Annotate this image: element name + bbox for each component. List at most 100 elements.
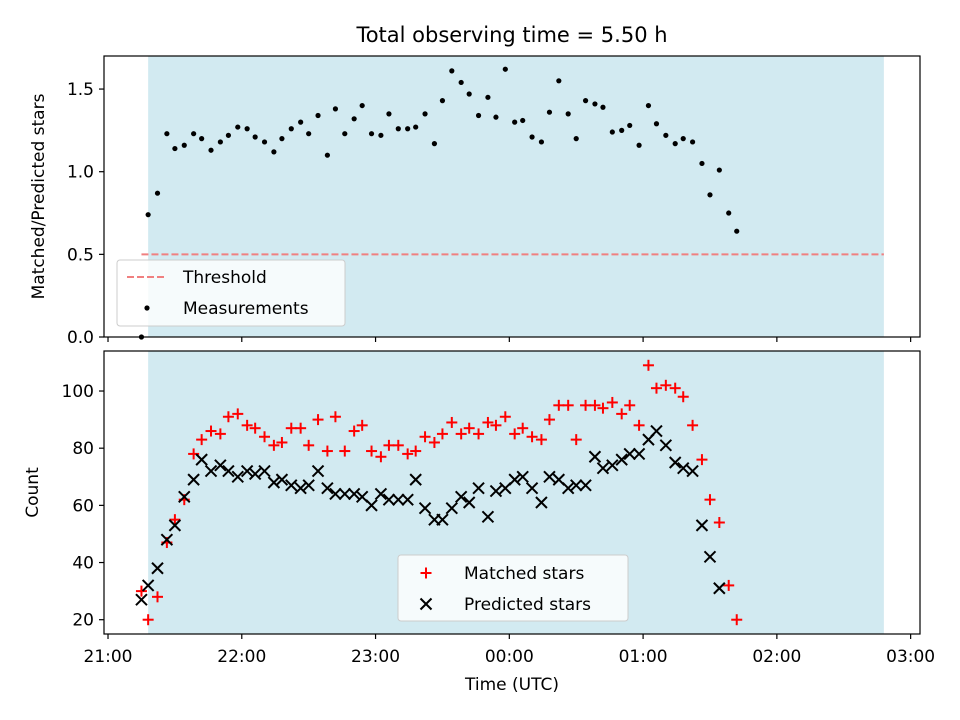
measurement-point (324, 152, 330, 158)
legend-measurements-swatch (144, 305, 150, 311)
predicted-star-point (445, 502, 459, 515)
measurement-point (565, 111, 571, 117)
matched-star-point (152, 591, 164, 603)
measurement-point (279, 136, 285, 142)
measurement-point (145, 212, 151, 218)
predicted-star-point (570, 479, 583, 492)
matched-star-point (543, 414, 555, 426)
y-tick-label: 1.5 (67, 80, 94, 100)
measurement-point (225, 132, 232, 138)
predicted-star-point (222, 464, 235, 478)
legend-threshold-label: Threshold (182, 268, 267, 288)
matched-star-point (410, 445, 422, 457)
matched-star-point (526, 431, 538, 443)
predicted-star-point (168, 519, 182, 532)
matched-star-point (723, 579, 735, 591)
ratio-x-ticks (107, 337, 912, 342)
measurement-point (235, 124, 241, 130)
y-tick-label: 1.0 (67, 163, 94, 183)
x-tick-label: 03:00 (886, 647, 935, 667)
measurements-series (138, 66, 740, 340)
predicted-star-point (508, 473, 521, 486)
predicted-star-point (382, 493, 396, 506)
x-tick-label: 22:00 (217, 647, 266, 667)
matched-star-point (169, 514, 181, 526)
matched-star-point (321, 445, 333, 457)
measurement-point (466, 91, 472, 97)
matched-star-point (570, 434, 582, 446)
predicted-star-point (454, 490, 468, 503)
y-tick-label: 0.5 (67, 245, 94, 265)
matched-star-point (633, 419, 645, 431)
predicted-star-point (141, 579, 155, 592)
x-tick-label: 23:00 (351, 647, 400, 667)
matched-star-point (383, 439, 395, 451)
predicted-star-point (195, 453, 208, 466)
measurement-point (199, 136, 205, 142)
measurement-point (619, 127, 625, 133)
predicted-star-point (695, 519, 709, 532)
measurement-point (592, 101, 598, 107)
matched-star-point (642, 359, 654, 371)
x-tick-label: 01:00 (619, 647, 668, 667)
measurement-point (315, 112, 321, 119)
count-legend-box (397, 554, 629, 622)
matched-star-point (463, 422, 475, 434)
measurement-point (699, 160, 705, 167)
predicted-star-point (214, 459, 227, 472)
predicted-star-point (329, 487, 342, 501)
measurement-point (627, 122, 633, 129)
matched-star-point (142, 614, 154, 626)
y-tick-label: 40 (72, 554, 94, 574)
measurement-point (217, 139, 223, 145)
predicted-star-point (151, 562, 164, 575)
legend-matched-label: Matched stars (464, 564, 584, 584)
matched-star-point (392, 439, 404, 451)
matched-star-point (232, 408, 244, 420)
measurement-point (716, 167, 722, 173)
measurement-point (172, 145, 178, 152)
matched-star-point (677, 391, 689, 403)
predicted-star-point (650, 424, 663, 438)
predicted-star-point (596, 461, 610, 475)
count-panel: 20 40 60 80 100 21:00 22:00 23:00 00:00 01:00 02:… (23, 350, 935, 695)
predicted-star-point (401, 493, 414, 506)
matched-star-point (535, 434, 547, 446)
matched-star-point (589, 399, 601, 411)
measurement-point (600, 104, 606, 110)
measurement-point (653, 121, 660, 127)
measurement-point (288, 126, 294, 132)
measurement-point (306, 131, 312, 137)
predicted-star-point (623, 447, 636, 461)
measurement-point (181, 142, 187, 148)
matched-star-point (562, 399, 574, 411)
matched-star-point (482, 416, 494, 428)
measurement-point (493, 114, 499, 120)
measurement-point (439, 98, 446, 104)
predicted-star-point (561, 482, 575, 495)
predicted-star-point (321, 482, 334, 495)
matched-star-point (509, 428, 521, 440)
predicted-star-point (275, 473, 289, 486)
measurement-point (405, 126, 411, 132)
predicted-star-point (462, 496, 476, 509)
measurement-point (422, 111, 428, 117)
legend-plus-marker (420, 567, 432, 579)
measurement-point (368, 131, 375, 137)
measurement-point (378, 132, 384, 138)
count-y-axis-label: Count (23, 467, 43, 518)
predicted-star-point (347, 487, 361, 501)
measurement-point (449, 68, 455, 74)
measurement-point (502, 66, 508, 72)
predicted-stars-series (135, 424, 726, 606)
matched-star-point (241, 419, 253, 431)
predicted-star-point (240, 464, 254, 478)
predicted-star-point (285, 479, 298, 492)
predicted-star-point (365, 499, 378, 512)
matched-star-point (268, 439, 280, 451)
matched-star-point (606, 396, 618, 408)
matched-star-point (356, 419, 368, 431)
matched-star-point (339, 445, 351, 457)
measurement-point (351, 116, 357, 122)
predicted-star-point (258, 464, 271, 478)
